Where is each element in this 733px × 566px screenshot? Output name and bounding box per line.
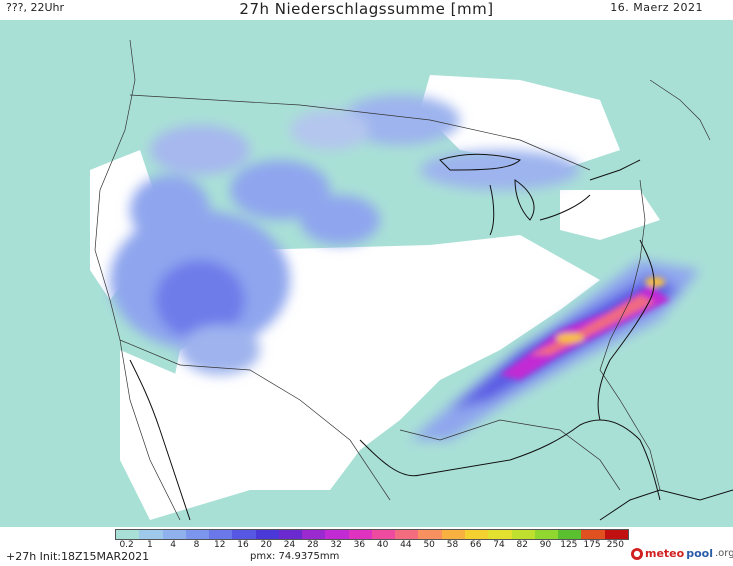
legend-swatch bbox=[302, 530, 326, 539]
init-time: +27h Init:18Z15MAR2021 bbox=[6, 550, 150, 563]
legend-swatch bbox=[232, 530, 256, 539]
legend-swatch bbox=[604, 530, 628, 539]
legend-colorbar bbox=[115, 529, 629, 540]
legend-swatch bbox=[325, 530, 349, 539]
legend-tick-label: 36 bbox=[353, 540, 366, 550]
legend-tick-label: 66 bbox=[469, 540, 482, 550]
legend-tick-label: 1 bbox=[147, 540, 153, 550]
legend-ticks: 0.2 1 4 8 12 16 20 24 28 32 36 40 44 50 58 66 74 82 90 125 1… bbox=[115, 540, 627, 552]
map-title: 27h Niederschlagssumme [mm] bbox=[239, 0, 494, 18]
logo-meteo: meteo bbox=[645, 547, 685, 560]
legend-swatch bbox=[511, 530, 535, 539]
legend-tick-label: 58 bbox=[446, 540, 459, 550]
legend-swatch bbox=[581, 530, 605, 539]
legend-swatch bbox=[395, 530, 419, 539]
legend-tick-label: 12 bbox=[213, 540, 226, 550]
valid-date: 16. Maerz 2021 bbox=[610, 1, 703, 14]
borders bbox=[94, 39, 711, 521]
legend-tick-label: 24 bbox=[283, 540, 296, 550]
logo-icon: ● bbox=[631, 547, 643, 560]
legend-tick-label: 82 bbox=[516, 540, 528, 550]
legend-tick-label: 16 bbox=[237, 540, 249, 550]
north-band bbox=[290, 95, 580, 190]
legend-swatch bbox=[534, 530, 559, 539]
coastline bbox=[129, 239, 733, 521]
legend-swatch bbox=[185, 530, 210, 539]
legend-swatch bbox=[209, 530, 233, 539]
legend-tick-label: 0.2 bbox=[119, 540, 134, 550]
legend-tick-label: 175 bbox=[583, 540, 601, 550]
legend-tick-label: 50 bbox=[423, 540, 435, 550]
logo-org: .org bbox=[714, 548, 733, 559]
legend-tick-label: 90 bbox=[539, 540, 552, 550]
legend-swatch bbox=[558, 530, 582, 539]
legend-swatch bbox=[162, 530, 186, 539]
legend-swatch bbox=[255, 530, 279, 539]
legend-tick-label: 4 bbox=[170, 540, 177, 550]
max-precip-label: pmx: 74.9375mm bbox=[250, 551, 340, 562]
legend-swatch bbox=[488, 530, 512, 539]
legend-tick-label: 20 bbox=[260, 540, 272, 550]
legend-tick-label: 28 bbox=[307, 540, 319, 550]
legend-swatch bbox=[139, 530, 163, 539]
legend-tick-label: 125 bbox=[560, 540, 578, 550]
legend-swatch bbox=[441, 530, 465, 539]
precipitation-map bbox=[0, 20, 733, 527]
legend-tick-label: 8 bbox=[193, 540, 200, 550]
west-precip bbox=[110, 125, 380, 375]
legend-tick-label: 32 bbox=[330, 540, 342, 550]
logo-pool: pool bbox=[686, 547, 713, 560]
max-precip-core bbox=[500, 277, 670, 380]
legend-tick-label: 40 bbox=[376, 540, 389, 550]
legend-swatch bbox=[371, 530, 396, 539]
legend-swatch bbox=[278, 530, 303, 539]
legend-tick-label: 44 bbox=[400, 540, 412, 550]
great-lakes bbox=[439, 153, 641, 236]
legend-swatch bbox=[464, 530, 489, 539]
legend-tick-label: 74 bbox=[493, 540, 505, 550]
legend-swatch bbox=[116, 530, 140, 539]
legend-tick-label: 250 bbox=[606, 540, 624, 550]
meteopool-logo[interactable]: ● meteo pool .org bbox=[631, 547, 733, 560]
legend-swatch bbox=[418, 530, 442, 539]
legend-swatch bbox=[348, 530, 372, 539]
run-label: ???, 22Uhr bbox=[6, 1, 65, 14]
